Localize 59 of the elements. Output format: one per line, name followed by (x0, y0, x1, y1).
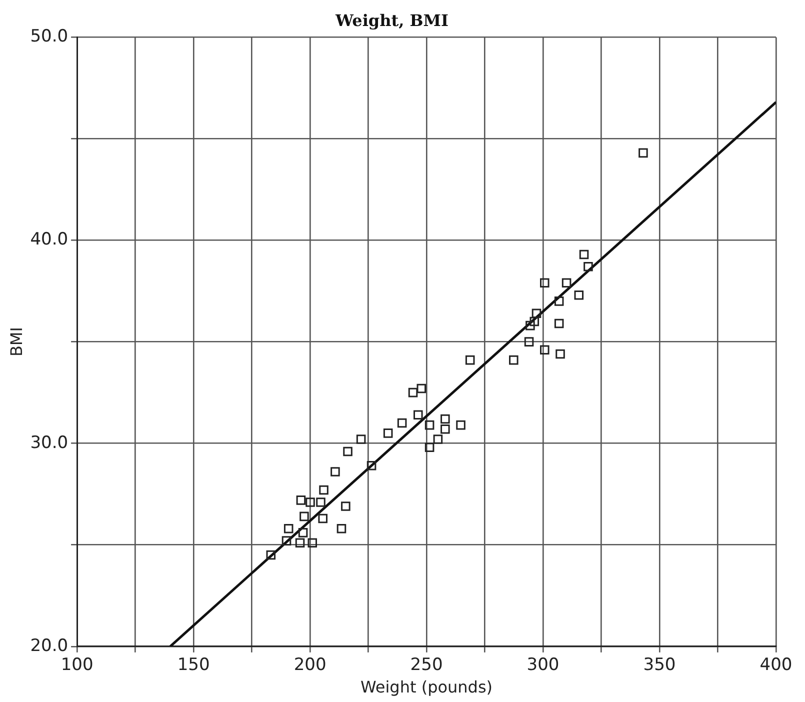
y-tick-label: 20.0 (30, 636, 68, 656)
point (341, 502, 350, 511)
point (296, 496, 306, 505)
point (319, 485, 328, 495)
y-axis-title: BMI (6, 327, 26, 357)
point (330, 467, 340, 476)
point (298, 528, 308, 538)
x-tick-label: 350 (643, 655, 676, 676)
point (579, 250, 589, 260)
point (540, 278, 550, 288)
point (554, 318, 564, 328)
y-tick-label: 40.0 (30, 230, 68, 250)
point (397, 418, 407, 428)
y-tick-label: 30.0 (30, 432, 68, 453)
point (416, 384, 426, 394)
point (316, 498, 326, 507)
x-axis-title: Weight (pounds) (360, 678, 493, 697)
point (336, 524, 346, 534)
point (456, 420, 466, 430)
x-tick-label: 300 (526, 655, 560, 676)
point (306, 498, 315, 507)
x-tick-label: 150 (177, 655, 210, 676)
point (424, 442, 434, 452)
point (638, 148, 648, 158)
x-tick-label: 200 (294, 655, 326, 676)
point (414, 410, 423, 420)
point (433, 434, 443, 444)
point (295, 538, 305, 548)
point (554, 296, 564, 306)
point (509, 355, 518, 365)
point (562, 278, 572, 288)
point (366, 461, 376, 470)
point (532, 308, 542, 318)
x-tick-label: 250 (410, 655, 443, 676)
point (540, 345, 550, 355)
point (465, 355, 475, 365)
point (526, 320, 535, 330)
point (300, 512, 309, 522)
point (383, 428, 393, 438)
point (284, 524, 294, 534)
y-tick-label: 50.0 (30, 26, 68, 47)
point (356, 434, 366, 444)
point (282, 536, 292, 546)
x-tick-label: 100 (60, 655, 94, 676)
point (308, 538, 318, 548)
point (266, 550, 276, 560)
point (524, 337, 534, 346)
point (530, 316, 540, 326)
point (343, 446, 352, 456)
point (318, 514, 328, 524)
x-tick-label: 400 (760, 655, 792, 676)
point (574, 290, 584, 300)
point (584, 262, 593, 272)
point (440, 414, 450, 424)
point (440, 424, 450, 434)
point (408, 388, 418, 398)
point (424, 420, 434, 430)
point (556, 349, 565, 359)
chart-title: Weight, BMI (334, 10, 448, 30)
